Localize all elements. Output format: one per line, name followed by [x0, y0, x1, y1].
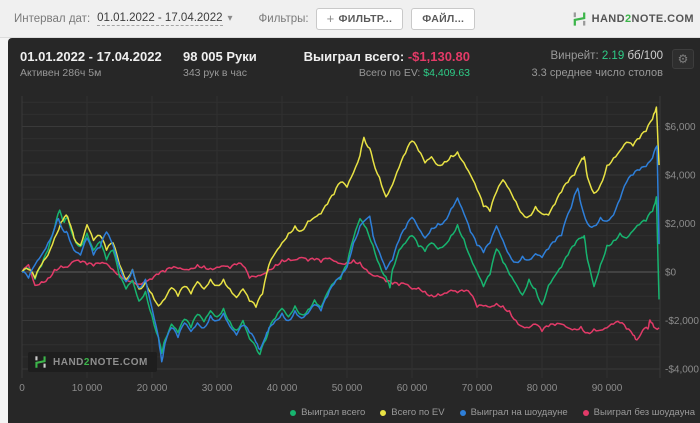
svg-text:-$2,000: -$2,000: [665, 316, 699, 327]
stat-active-time: Активен 286ч 5м: [20, 67, 102, 79]
stat-hands-per-hour: 343 рук в час: [183, 67, 247, 79]
svg-text:$6,000: $6,000: [665, 122, 696, 133]
legend-dot-icon: [380, 409, 387, 416]
svg-text:80 000: 80 000: [527, 383, 558, 394]
legend-dot-icon: [459, 409, 466, 416]
stat-winrate: Винрейт: 2.19 бб/100 3.3 среднее число с…: [531, 48, 663, 80]
plus-icon: +: [326, 10, 335, 26]
watermark-text: HAND2NOTE.COM: [53, 356, 148, 368]
svg-text:$2,000: $2,000: [665, 219, 696, 230]
legend-dot-icon: [582, 409, 589, 416]
stat-date-range: 01.01.2022 - 17.04.2022 Активен 286ч 5м: [20, 48, 162, 80]
legend-item[interactable]: Выиграл всего: [290, 407, 365, 418]
svg-text:90 000: 90 000: [592, 383, 623, 394]
svg-text:60 000: 60 000: [397, 383, 428, 394]
add-filter-button[interactable]: + ФИЛЬТР...: [315, 7, 404, 30]
svg-text:0: 0: [19, 383, 25, 394]
winrate-label: Винрейт:: [550, 50, 599, 62]
legend-label: Выиграл без шоудауна: [593, 407, 695, 418]
svg-text:$4,000: $4,000: [665, 171, 696, 182]
svg-text:-$4,000: -$4,000: [665, 365, 699, 376]
chart-legend: Выиграл всего Всего по EV Выиграл на шоуда…: [290, 407, 695, 418]
toolbar: Интервал дат: 01.01.2022 - 17.04.2022 ▾ …: [0, 0, 700, 38]
won-total-label: Выиграл всего:: [303, 49, 405, 64]
svg-text:70 000: 70 000: [462, 383, 493, 394]
svg-text:30 000: 30 000: [202, 383, 233, 394]
date-range-dropdown[interactable]: 01.01.2022 - 17.04.2022: [97, 11, 223, 26]
winrate-units: бб/100: [627, 50, 663, 62]
hand2note-logo-icon: [573, 12, 585, 26]
brand-text: HAND2NOTE.COM: [591, 13, 694, 25]
svg-text:10 000: 10 000: [72, 383, 103, 394]
chevron-down-icon[interactable]: ▾: [227, 13, 233, 24]
settings-button[interactable]: ⚙: [672, 49, 694, 69]
svg-text:$0: $0: [665, 268, 677, 279]
series-line: [21, 196, 660, 356]
gear-icon: ⚙: [677, 52, 689, 66]
file-button[interactable]: ФАЙЛ...: [411, 7, 476, 30]
legend-item[interactable]: Выиграл без шоудауна: [582, 407, 695, 418]
svg-text:20 000: 20 000: [137, 383, 168, 394]
stat-winnings: Выиграл всего: -$1,130.80 Всего по EV: $…: [278, 48, 470, 80]
legend-label: Всего по EV: [391, 407, 445, 418]
series-line: [21, 145, 660, 363]
legend-label: Выиграл всего: [301, 407, 366, 418]
chart-watermark: HAND2NOTE.COM: [28, 352, 157, 372]
legend-dot-icon: [290, 409, 297, 416]
report-panel: 01.01.2022 - 17.04.2022 Активен 286ч 5м …: [8, 38, 700, 423]
stat-hands: 98 005 Руки 343 рук в час: [183, 48, 257, 80]
hand2note-brand: HAND2NOTE.COM: [572, 0, 694, 38]
filters-label: Фильтры:: [258, 12, 309, 25]
stat-date-range-value: 01.01.2022 - 17.04.2022: [20, 49, 162, 64]
svg-text:50 000: 50 000: [332, 383, 363, 394]
winrate-value: 2.19: [601, 50, 625, 62]
interval-label: Интервал дат:: [14, 12, 91, 25]
ev-total-value: $4,409.63: [423, 67, 470, 79]
legend-item[interactable]: Выиграл на шоудауне: [459, 407, 568, 418]
stat-hands-value: 98 005 Руки: [183, 49, 257, 64]
won-total-value: -$1,130.80: [407, 49, 470, 64]
ev-total-label: Всего по EV:: [358, 67, 421, 79]
winnings-chart[interactable]: 0 10 000 20 000 30 000 40 000 50 000 60 000 70 …: [14, 96, 700, 396]
chart-area: 0 10 000 20 000 30 000 40 000 50 000 60 000 70 …: [14, 96, 700, 401]
svg-text:40 000: 40 000: [267, 383, 298, 394]
hand2note-logo-icon: [35, 356, 46, 368]
legend-item[interactable]: Всего по EV: [380, 407, 445, 418]
avg-tables: 3.3 среднее число столов: [531, 67, 663, 79]
legend-label: Выиграл на шоудауне: [470, 407, 568, 418]
